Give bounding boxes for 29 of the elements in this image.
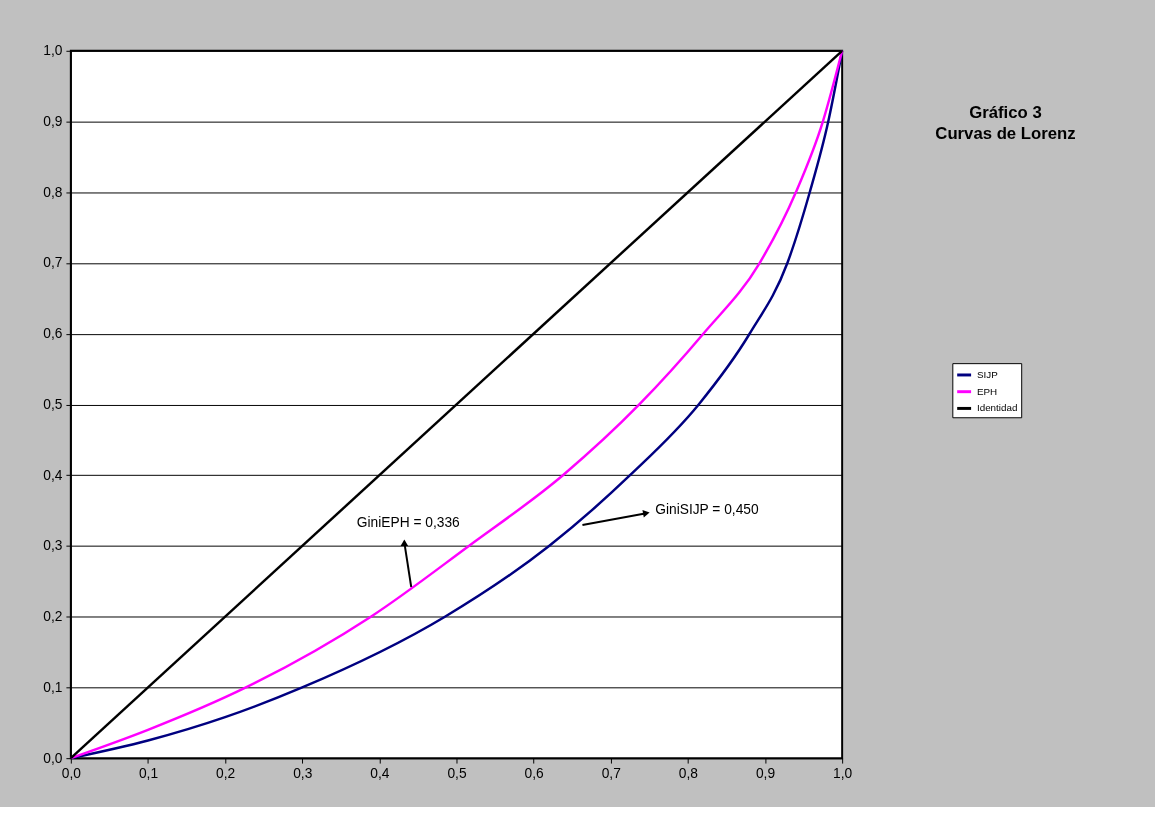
y-tick-label: 0,5	[43, 396, 63, 412]
y-tick-label: 0,7	[43, 255, 63, 271]
x-tick-label: 0,0	[61, 766, 82, 782]
annotation: GiniSIJP = 0,450	[655, 502, 759, 518]
legend-label: EPH	[976, 385, 998, 397]
y-tick-label: 0,4	[43, 467, 63, 483]
x-tick-label: 0,2	[216, 766, 236, 782]
y-tick-label: 0,3	[43, 538, 63, 554]
x-tick-label: 0,1	[138, 766, 159, 782]
text: Curvas de Lorenz	[935, 124, 1076, 144]
x-tick-label: 0,9	[755, 766, 776, 782]
x-tick-label: 0,5	[447, 766, 467, 782]
legend-label: Identidad	[976, 402, 1018, 414]
x-tick-label: 0,3	[293, 766, 313, 782]
y-tick-label: 0,9	[43, 113, 63, 129]
y-tick-label: 0,6	[43, 326, 63, 342]
x-tick-label: 1,0	[833, 766, 853, 782]
y-tick-label: 0,8	[43, 184, 63, 200]
text: Gráfico 3	[969, 102, 1042, 122]
x-tick-label: 0,4	[370, 766, 390, 782]
y-tick-label: 0,1	[43, 679, 63, 695]
legend-label: SIJP	[976, 368, 999, 380]
x-tick-label: 0,8	[678, 766, 699, 782]
y-tick-label: 1,0	[43, 43, 63, 59]
x-tick-label: 0,6	[524, 766, 545, 782]
y-tick-label: 0,2	[43, 609, 63, 625]
x-tick-label: 0,7	[601, 766, 621, 782]
annotation: GiniEPH = 0,336	[356, 514, 461, 530]
y-tick-label: 0,0	[43, 750, 63, 766]
